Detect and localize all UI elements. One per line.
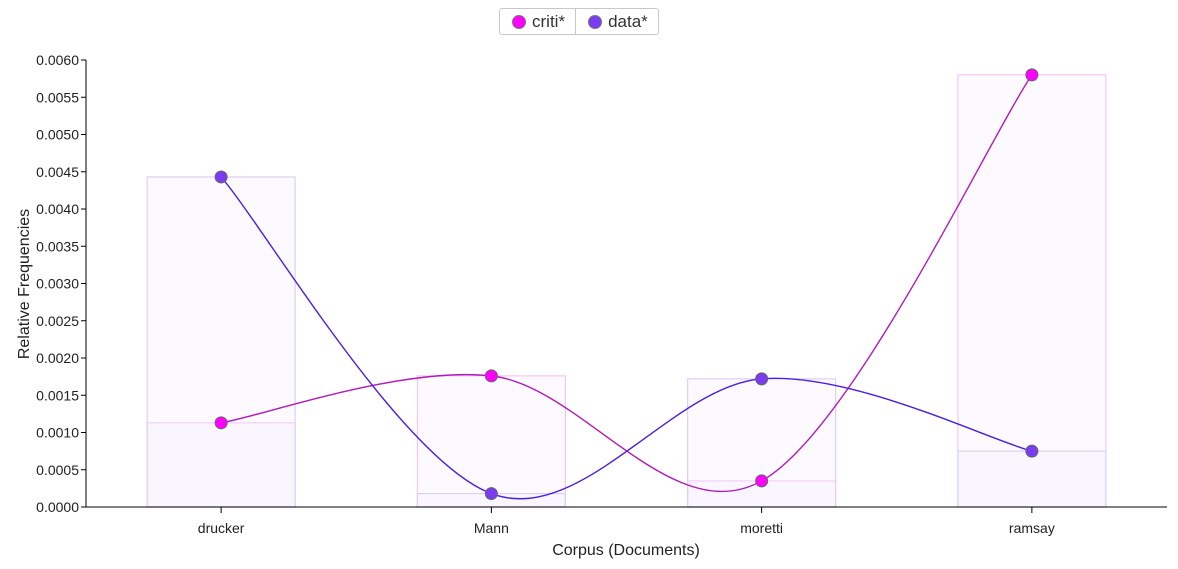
- legend-dot-criti-icon: [512, 14, 526, 29]
- x-axis-title: Corpus (Documents): [552, 542, 700, 559]
- legend-label-data: data*: [608, 11, 648, 31]
- legend-item-criti[interactable]: criti*: [500, 9, 575, 34]
- y-tick-label: 0.0040: [36, 201, 79, 217]
- data-point-data-drucker[interactable]: [214, 170, 228, 184]
- y-tick-label: 0.0000: [36, 499, 79, 515]
- y-tick-label: 0.0025: [36, 313, 79, 329]
- data-point-data-mann[interactable]: [484, 487, 498, 501]
- legend-item-data[interactable]: data*: [575, 9, 658, 34]
- lines-layer: [220, 74, 1033, 500]
- y-tick-label: 0.0055: [36, 89, 79, 105]
- data-point-criti-drucker[interactable]: [214, 416, 228, 430]
- legend-dot-data-icon: [588, 14, 603, 29]
- data-point-data-moretti[interactable]: [755, 372, 769, 386]
- data-point-criti-moretti[interactable]: [755, 474, 769, 488]
- legend: criti* data*: [499, 8, 659, 35]
- bar-data-moretti: [687, 378, 837, 508]
- data-point-criti-mann[interactable]: [484, 369, 498, 383]
- bar-data-drucker: [146, 176, 296, 508]
- y-tick-label: 0.0020: [36, 350, 79, 366]
- x-tick-label: Mann: [474, 520, 509, 536]
- bar-criti-ramsay: [957, 74, 1107, 508]
- axes-layer: 0.0000 0.0005 0.0010 0.0015 0.0020 0.0025 0.00…: [36, 52, 1167, 536]
- points-layer: [214, 68, 1039, 501]
- y-tick-label: 0.0015: [36, 387, 79, 403]
- y-tick-label: 0.0005: [36, 462, 79, 478]
- x-tick-label: ramsay: [1009, 520, 1055, 536]
- y-tick-label: 0.0050: [36, 127, 79, 143]
- y-tick-label: 0.0060: [36, 52, 79, 68]
- bars-layer: [146, 74, 1107, 508]
- bar-criti-mann: [416, 375, 566, 508]
- x-tick-label: moretti: [740, 520, 783, 536]
- x-tick-label: drucker: [198, 520, 245, 536]
- legend-label-criti: criti*: [532, 11, 566, 31]
- series-line-criti: [221, 74, 1033, 493]
- y-tick-label: 0.0010: [36, 425, 79, 441]
- y-tick-label: 0.0035: [36, 238, 79, 254]
- data-point-criti-ramsay[interactable]: [1025, 68, 1039, 82]
- y-tick-label: 0.0045: [36, 164, 79, 180]
- data-point-data-ramsay[interactable]: [1025, 444, 1039, 458]
- y-tick-label: 0.0030: [36, 276, 79, 292]
- bar-data-ramsay: [957, 450, 1107, 508]
- series-line-data: [220, 176, 1033, 500]
- y-axis-title: Relative Frequencies: [16, 209, 33, 359]
